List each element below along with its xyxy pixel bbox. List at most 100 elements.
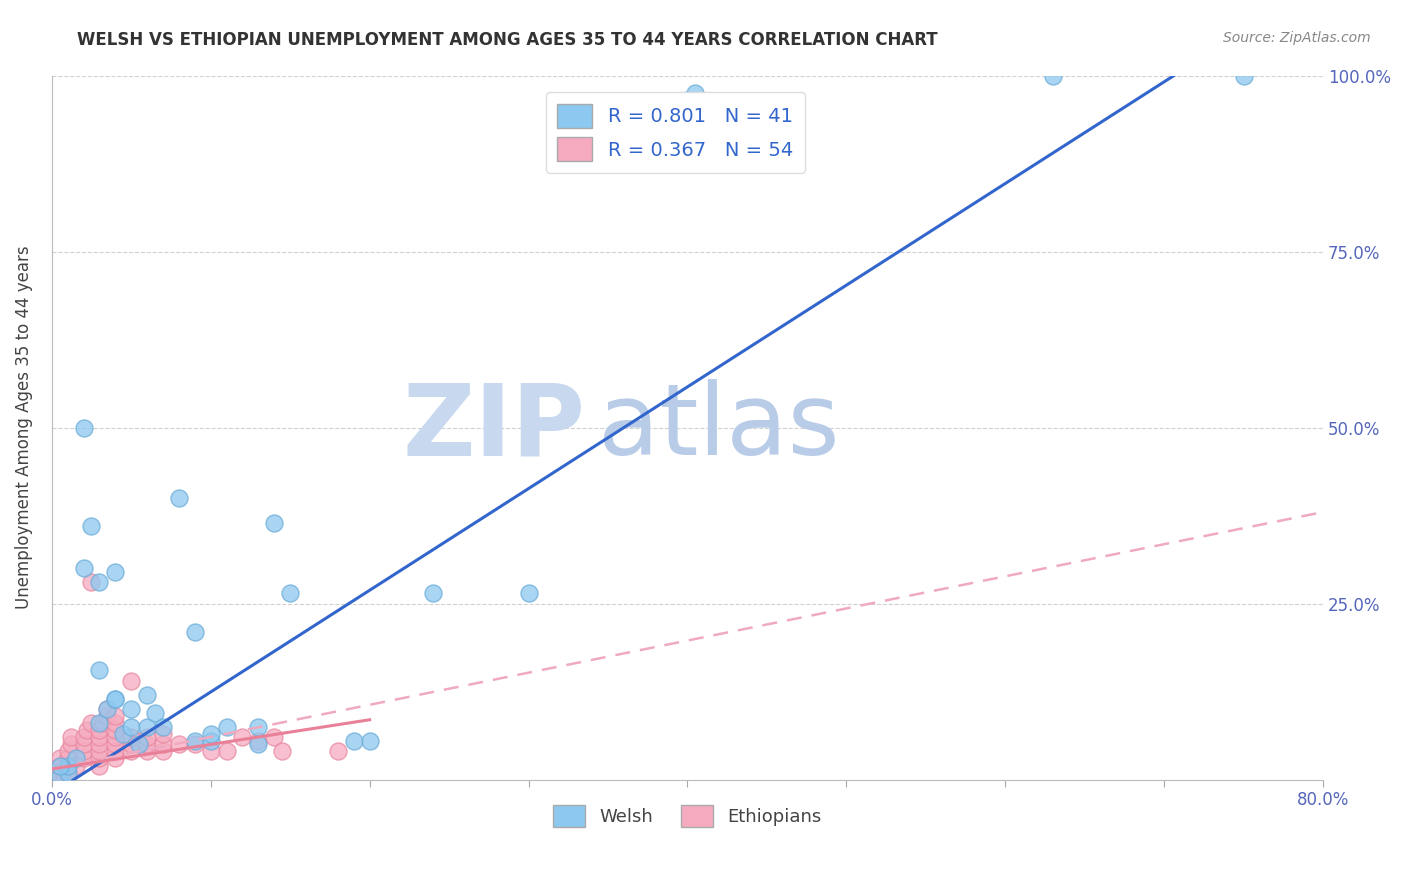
Text: WELSH VS ETHIOPIAN UNEMPLOYMENT AMONG AGES 35 TO 44 YEARS CORRELATION CHART: WELSH VS ETHIOPIAN UNEMPLOYMENT AMONG AG…: [77, 31, 938, 49]
Y-axis label: Unemployment Among Ages 35 to 44 years: Unemployment Among Ages 35 to 44 years: [15, 246, 32, 609]
Legend: Welsh, Ethiopians: Welsh, Ethiopians: [546, 797, 830, 834]
Text: ZIP: ZIP: [404, 379, 586, 476]
Point: [65, 758, 87, 772]
Point: [104, 565, 127, 579]
Text: atlas: atlas: [599, 379, 839, 476]
Point: [104, 716, 127, 731]
Point: [96, 702, 118, 716]
Point: [685, 86, 707, 100]
Point: [59, 738, 82, 752]
Point: [1042, 69, 1064, 83]
Point: [104, 744, 127, 758]
Point: [136, 744, 159, 758]
Point: [80, 716, 103, 731]
Point: [120, 720, 142, 734]
Point: [184, 734, 207, 748]
Point: [56, 758, 79, 772]
Point: [91, 716, 114, 731]
Point: [65, 751, 87, 765]
Point: [247, 738, 270, 752]
Point: [231, 731, 253, 745]
Point: [72, 420, 94, 434]
Point: [104, 751, 127, 765]
Point: [184, 738, 207, 752]
Point: [48, 758, 70, 772]
Point: [136, 688, 159, 702]
Point: [120, 702, 142, 716]
Point: [120, 738, 142, 752]
Point: [89, 723, 111, 738]
Point: [44, 769, 66, 783]
Point: [271, 744, 294, 758]
Point: [56, 744, 79, 758]
Point: [215, 720, 238, 734]
Point: [104, 691, 127, 706]
Point: [517, 586, 540, 600]
Point: [96, 709, 118, 723]
Point: [89, 744, 111, 758]
Point: [676, 93, 699, 107]
Point: [72, 731, 94, 745]
Point: [72, 738, 94, 752]
Point: [53, 772, 76, 787]
Point: [76, 723, 98, 738]
Point: [128, 738, 150, 752]
Point: [120, 673, 142, 688]
Point: [104, 731, 127, 745]
Text: Source: ZipAtlas.com: Source: ZipAtlas.com: [1223, 31, 1371, 45]
Point: [326, 744, 349, 758]
Point: [45, 765, 67, 780]
Point: [215, 744, 238, 758]
Point: [343, 734, 366, 748]
Point: [263, 731, 285, 745]
Point: [152, 738, 174, 752]
Point: [263, 516, 285, 530]
Point: [359, 734, 381, 748]
Point: [89, 751, 111, 765]
Point: [56, 765, 79, 780]
Point: [72, 561, 94, 575]
Point: [59, 731, 82, 745]
Point: [278, 586, 301, 600]
Point: [96, 702, 118, 716]
Point: [80, 575, 103, 590]
Point: [422, 586, 444, 600]
Point: [200, 744, 222, 758]
Point: [89, 758, 111, 772]
Point: [72, 751, 94, 765]
Point: [104, 738, 127, 752]
Point: [247, 734, 270, 748]
Point: [200, 734, 222, 748]
Point: [167, 491, 190, 505]
Point: [48, 769, 70, 783]
Point: [56, 765, 79, 780]
Point: [247, 720, 270, 734]
Point: [152, 727, 174, 741]
Point: [80, 519, 103, 533]
Point: [120, 744, 142, 758]
Point: [152, 744, 174, 758]
Point: [48, 758, 70, 772]
Point: [89, 738, 111, 752]
Point: [136, 720, 159, 734]
Point: [143, 706, 166, 720]
Point: [167, 738, 190, 752]
Point: [48, 751, 70, 765]
Point: [136, 738, 159, 752]
Point: [104, 691, 127, 706]
Point: [136, 731, 159, 745]
Point: [120, 731, 142, 745]
Point: [56, 758, 79, 772]
Point: [89, 716, 111, 731]
Point: [104, 723, 127, 738]
Point: [104, 709, 127, 723]
Point: [112, 727, 135, 741]
Point: [72, 744, 94, 758]
Point: [1233, 69, 1256, 83]
Point: [56, 751, 79, 765]
Point: [152, 720, 174, 734]
Point: [89, 731, 111, 745]
Point: [89, 575, 111, 590]
Point: [89, 664, 111, 678]
Point: [184, 624, 207, 639]
